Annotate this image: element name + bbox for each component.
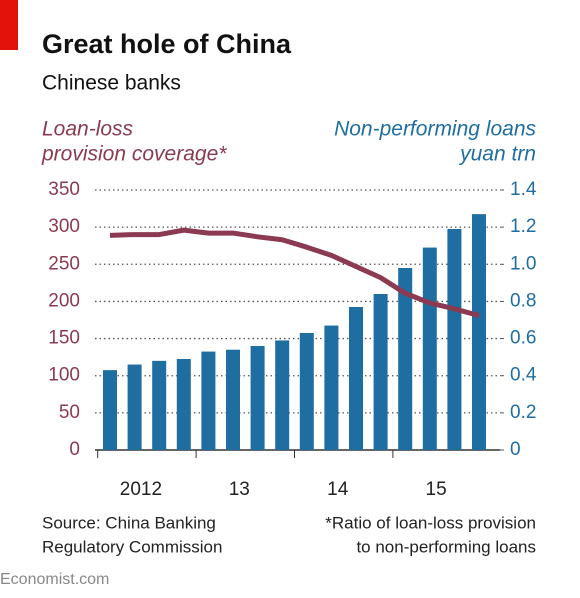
bar xyxy=(275,340,290,450)
bar xyxy=(299,333,314,450)
chart-title: Great hole of China xyxy=(42,29,292,59)
x-tick-label: 15 xyxy=(426,479,447,500)
y-axis-label: provision coverage* xyxy=(41,143,227,166)
y-tick-label: 200 xyxy=(48,290,80,311)
bar xyxy=(422,247,437,450)
line xyxy=(109,227,480,318)
bar xyxy=(349,307,363,450)
bar xyxy=(373,294,388,450)
x-tick-label: 2012 xyxy=(120,479,162,500)
y-tick-label: 100 xyxy=(48,365,80,386)
bar xyxy=(398,268,413,450)
y2-tick-label: 0.4 xyxy=(510,365,537,386)
y-tick-label: 350 xyxy=(48,179,80,200)
bar xyxy=(250,346,265,450)
y-tick-label: 0 xyxy=(69,439,80,460)
y2-axis-label: Non-performing loans xyxy=(334,118,536,141)
y2-tick-label: 1.2 xyxy=(510,216,536,237)
bar xyxy=(152,360,167,450)
brand-tag xyxy=(0,0,18,50)
bar xyxy=(201,351,216,450)
y-tick-label: 150 xyxy=(48,328,80,349)
bar xyxy=(127,364,142,450)
y2-tick-label: 0.8 xyxy=(510,290,536,311)
x-tick-label: 13 xyxy=(229,479,250,500)
footnote: to non-performing loans xyxy=(356,537,536,556)
y2-tick-label: 0 xyxy=(510,439,521,460)
bar xyxy=(472,214,486,450)
bar xyxy=(226,349,240,450)
bar xyxy=(447,229,462,450)
bar xyxy=(103,370,117,450)
y2-tick-label: 0.6 xyxy=(510,328,536,349)
y2-tick-label: 0.2 xyxy=(510,402,536,423)
bar xyxy=(176,359,191,450)
source: Regulatory Commission xyxy=(42,537,222,556)
chart-subtitle: Chinese banks xyxy=(42,72,181,95)
y-tick-label: 50 xyxy=(59,402,80,423)
x-tick-label: 14 xyxy=(327,479,349,500)
y-tick-label: 250 xyxy=(48,253,80,274)
bar xyxy=(324,325,339,450)
y-tick-label: 300 xyxy=(48,216,80,237)
y-axis-label: Loan-loss xyxy=(42,118,134,141)
source: Source: China Banking xyxy=(42,513,216,532)
y2-tick-label: 1.0 xyxy=(510,253,536,274)
y2-axis-label: yuan trn xyxy=(458,143,536,166)
y2-tick-label: 1.4 xyxy=(510,179,537,200)
brand: Economist.com xyxy=(0,571,109,588)
footnote: *Ratio of loan-loss provision xyxy=(325,513,536,532)
